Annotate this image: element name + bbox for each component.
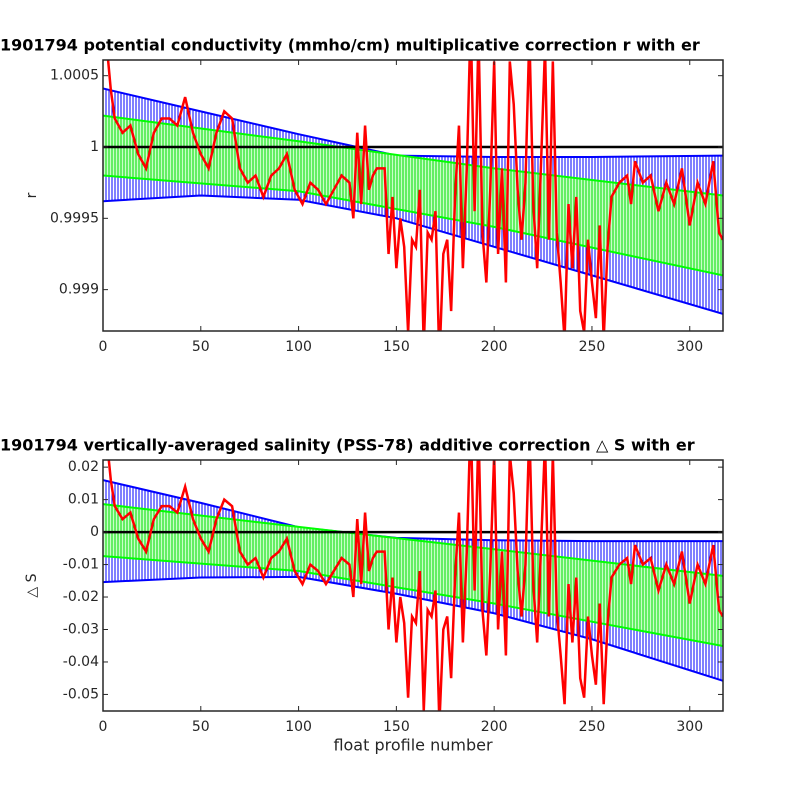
plot-area xyxy=(103,460,723,711)
x-tick-label: 50 xyxy=(192,719,210,735)
chart-title: 1901794 potential conductivity (mmho/cm)… xyxy=(0,36,700,55)
plot-area xyxy=(103,60,723,331)
x-tick-label: 300 xyxy=(676,719,703,735)
axes-frame xyxy=(102,59,724,332)
x-tick-label: 250 xyxy=(579,339,606,355)
x-tick-label: 50 xyxy=(192,339,210,355)
x-tick-label: 150 xyxy=(383,719,410,735)
y-axis-label: △ S xyxy=(24,573,40,597)
y-tick-label: 0.02 xyxy=(68,459,99,475)
y-tick-label: -0.01 xyxy=(63,557,99,573)
axes: 0 50 100 150 200 250 300 0.999 0.9995 1 1.0005 1901… xyxy=(0,36,724,355)
band-lower xyxy=(103,575,723,682)
y-tick-label: 1.0005 xyxy=(50,68,99,84)
y-tick-label: 0 xyxy=(90,524,99,540)
x-tick-label: 100 xyxy=(285,339,312,355)
y-tick-label: -0.05 xyxy=(63,686,99,702)
x-tick-label: 250 xyxy=(579,719,606,735)
y-tick-label: -0.04 xyxy=(63,654,99,670)
x-tick-label: 200 xyxy=(481,719,508,735)
y-tick-label: 0.9995 xyxy=(50,210,99,226)
x-tick-label: 0 xyxy=(99,339,108,355)
y-tick-label: 0.999 xyxy=(59,282,99,298)
x-tick-label: 300 xyxy=(676,339,703,355)
x-tick-label: 200 xyxy=(481,339,508,355)
axes-frame xyxy=(102,459,724,712)
y-tick-label: -0.03 xyxy=(63,621,99,637)
y-tick-label: 1 xyxy=(90,139,99,155)
chart-title: 1901794 vertically-averaged salinity (PS… xyxy=(0,436,695,455)
x-tick-label: 0 xyxy=(99,719,108,735)
axes: 0 50 100 150 200 250 300 -0.05 -0.04 -0.03 -0.02 -0… xyxy=(0,436,724,755)
y-tick-label: 0.01 xyxy=(68,492,99,508)
x-axis-label: float profile number xyxy=(333,736,493,755)
data-line xyxy=(107,460,723,711)
y-tick-label: -0.02 xyxy=(63,589,99,605)
y-axis-label: r xyxy=(24,192,40,198)
band-upper xyxy=(103,503,723,577)
x-tick-label: 100 xyxy=(285,719,312,735)
data-line xyxy=(106,60,723,331)
band-upper xyxy=(103,114,723,197)
x-tick-label: 150 xyxy=(383,339,410,355)
